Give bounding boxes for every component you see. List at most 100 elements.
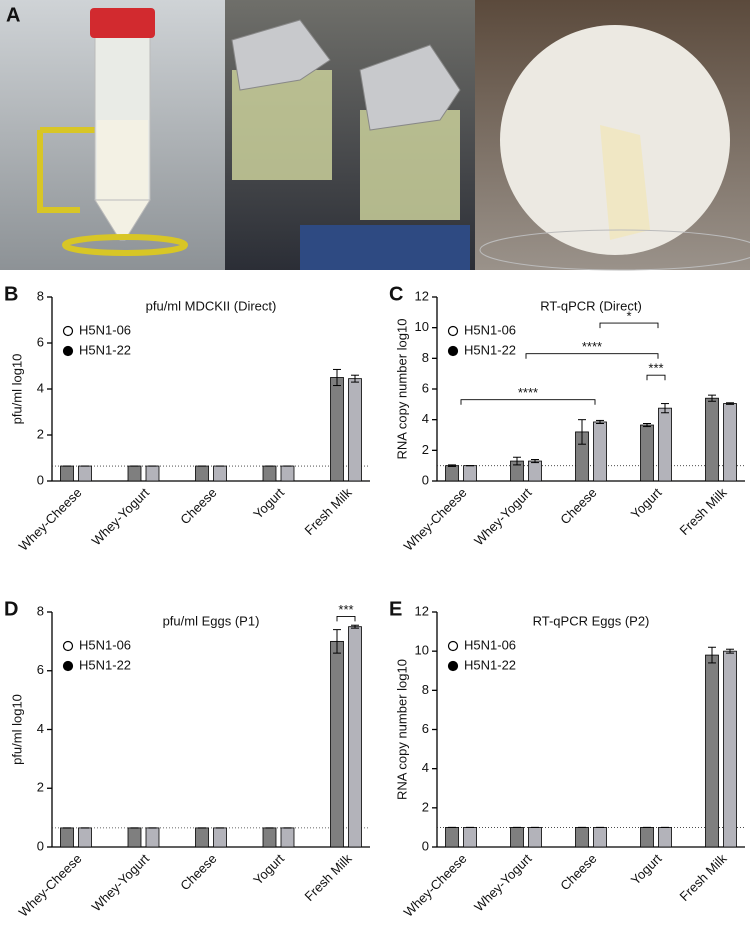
- x-tick-label: Whey-Yogurt: [89, 485, 153, 549]
- error-bar: [531, 459, 539, 464]
- legend-label: H5N1-06: [464, 637, 516, 652]
- significance-bracket: [525, 353, 659, 359]
- x-tick-label: Cheese: [557, 485, 599, 527]
- bar: [330, 377, 344, 482]
- x-tick-label: Whey-Yogurt: [89, 851, 153, 915]
- y-tick-label: 2: [422, 799, 429, 814]
- legend-label: H5N1-22: [79, 342, 131, 357]
- y-tick-label: 10: [415, 319, 429, 334]
- bar: [593, 827, 607, 848]
- bar: [262, 465, 277, 482]
- y-tick-label: 6: [37, 334, 44, 349]
- error-bar: [333, 368, 341, 387]
- panel-label: C: [389, 283, 403, 305]
- bar: [213, 827, 227, 848]
- x-tick-label: Whey-Yogurt: [471, 851, 535, 915]
- y-tick-label: 6: [422, 721, 429, 736]
- bar: [348, 378, 362, 482]
- error-bar: [351, 624, 359, 629]
- legend-label: H5N1-06: [79, 322, 131, 337]
- panel-label: B: [4, 283, 18, 305]
- y-tick-label: 10: [415, 643, 429, 658]
- significance-bracket: [336, 615, 356, 622]
- y-axis-label: pfu/ml log10: [9, 694, 24, 765]
- bar: [723, 403, 737, 482]
- y-axis-label: pfu/ml log10: [9, 354, 24, 425]
- bar: [195, 465, 209, 482]
- error-bar: [643, 423, 651, 428]
- error-bar: [513, 456, 521, 466]
- x-tick-label: Yogurt: [250, 851, 287, 888]
- y-tick-label: 6: [37, 662, 44, 677]
- legend-label: H5N1-06: [464, 322, 516, 337]
- x-tick-label: Cheese: [177, 485, 219, 527]
- bar: [78, 827, 92, 848]
- significance-bracket: [460, 399, 596, 405]
- legend-marker: [62, 660, 74, 672]
- bar: [528, 460, 542, 482]
- legend-label: H5N1-22: [464, 657, 516, 672]
- bar: [60, 465, 74, 482]
- bar: [78, 465, 92, 482]
- y-axis-label: RNA copy number log10: [394, 319, 409, 460]
- bar: [658, 407, 672, 482]
- bar: [262, 827, 277, 848]
- x-tick-label: Fresh Milk: [677, 485, 730, 538]
- bar: [575, 827, 589, 848]
- y-axis-label: RNA copy number log10: [394, 659, 409, 800]
- bar: [705, 397, 719, 482]
- y-tick-label: 0: [37, 838, 44, 853]
- x-tick-label: Yogurt: [628, 851, 665, 888]
- x-tick-label: Fresh Milk: [677, 851, 730, 904]
- y-tick-label: 2: [37, 426, 44, 441]
- bar: [593, 421, 607, 482]
- legend-marker: [447, 345, 459, 357]
- legend-label: H5N1-22: [79, 657, 131, 672]
- error-bar: [578, 419, 586, 445]
- legend-marker: [62, 640, 74, 652]
- bar: [280, 827, 295, 848]
- photo-tube: [0, 0, 225, 270]
- significance-bracket: [599, 322, 659, 329]
- bar: [213, 465, 227, 482]
- legend-marker: [447, 660, 459, 672]
- bar: [127, 827, 142, 848]
- error-bar: [708, 646, 716, 664]
- error-bar: [333, 629, 341, 654]
- y-tick-label: 2: [422, 442, 429, 457]
- chart-title: pfu/ml Eggs (P1): [163, 613, 260, 628]
- significance-label: ****: [518, 385, 538, 400]
- bar: [528, 827, 542, 848]
- bar: [705, 654, 719, 848]
- bar: [195, 827, 209, 848]
- y-tick-label: 8: [422, 682, 429, 697]
- y-tick-label: 4: [37, 721, 44, 736]
- error-bar: [351, 374, 359, 383]
- bar: [640, 424, 654, 482]
- bar: [463, 827, 477, 848]
- error-bar: [596, 419, 604, 424]
- significance-label: ***: [338, 602, 353, 617]
- x-tick-label: Cheese: [177, 851, 219, 893]
- error-bar: [448, 464, 456, 467]
- bar: [445, 465, 459, 482]
- bar: [60, 827, 74, 848]
- y-tick-label: 12: [415, 288, 429, 303]
- x-tick-label: Yogurt: [250, 485, 287, 522]
- significance-bracket: [646, 374, 666, 381]
- y-tick-label: 6: [422, 380, 429, 395]
- x-tick-label: Whey-Cheese: [16, 851, 85, 920]
- x-tick-label: Yogurt: [628, 485, 665, 522]
- bar: [445, 827, 459, 848]
- error-bar: [726, 648, 734, 654]
- chart-title: pfu/ml MDCKII (Direct): [146, 298, 277, 313]
- y-tick-label: 12: [415, 603, 429, 618]
- x-tick-label: Fresh Milk: [302, 851, 355, 904]
- panel-label: D: [4, 598, 18, 620]
- error-bar: [661, 403, 669, 414]
- legend-label: H5N1-22: [464, 342, 516, 357]
- photo-beakers: [225, 0, 475, 270]
- photo-cheese: [475, 0, 750, 271]
- x-tick-label: Fresh Milk: [302, 485, 355, 538]
